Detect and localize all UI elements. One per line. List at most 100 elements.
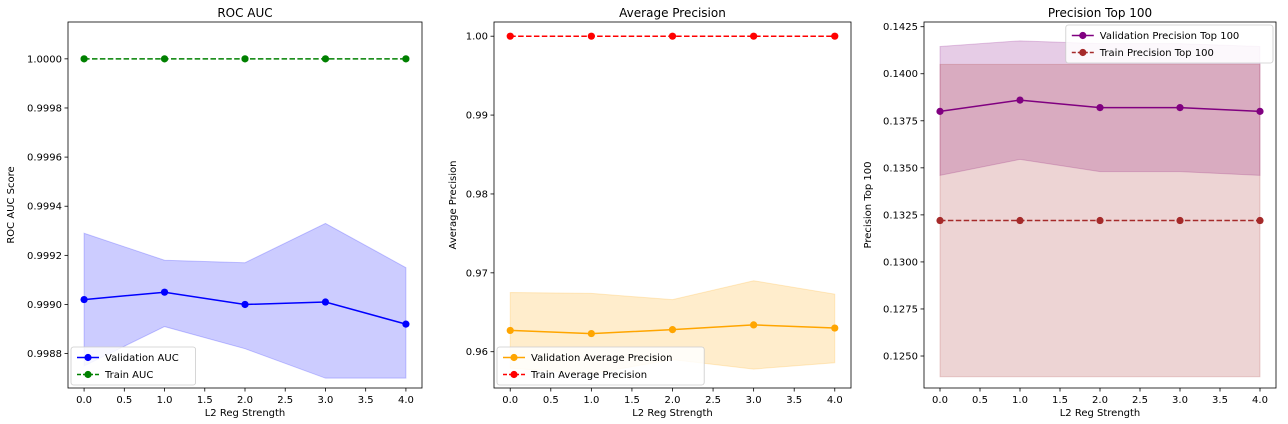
data-point xyxy=(831,324,839,332)
x-tick-label: 2.0 xyxy=(665,395,681,406)
x-tick-label: 3.5 xyxy=(1212,395,1228,406)
legend-box xyxy=(1065,24,1274,64)
x-tick-label: 4.0 xyxy=(1252,395,1268,406)
data-point xyxy=(80,55,88,63)
x-tick-label: 0.0 xyxy=(502,395,518,406)
confidence-band-1 xyxy=(83,222,407,379)
y-tick-label: 0.9994 xyxy=(27,202,62,213)
x-axis-label: L2 Reg Strength xyxy=(205,408,286,419)
x-tick-label: 3.0 xyxy=(746,395,762,406)
chart-panel-1: 0.0 0.5 1.0 1.5 2.0 2.5 3.0 3.5 4.0 0.9988 0.9990 0… xyxy=(6,6,423,419)
x-axis-label: L2 Reg Strength xyxy=(632,408,713,419)
data-point xyxy=(1096,216,1104,225)
y-axis-label: ROC AUC Score xyxy=(6,166,17,243)
y-tick-label: 0.9992 xyxy=(27,251,62,262)
legend-box xyxy=(70,346,196,386)
y-tick-label: 0.9990 xyxy=(27,300,62,311)
chart-title: Average Precision xyxy=(619,6,726,20)
y-tick-label: 0.1400 xyxy=(883,69,918,80)
data-point xyxy=(1016,216,1024,225)
x-tick-label: 2.5 xyxy=(1132,395,1148,406)
data-point xyxy=(936,107,944,115)
y-axis-label: Average Precision xyxy=(448,161,459,250)
data-point xyxy=(1176,104,1184,112)
data-point xyxy=(936,216,944,225)
y-tick-label: 0.9998 xyxy=(27,103,62,114)
data-point xyxy=(587,329,595,338)
y-tick-label: 0.1325 xyxy=(883,210,918,221)
data-point xyxy=(831,32,839,40)
y-tick-label: 0.1275 xyxy=(883,304,918,315)
data-point xyxy=(1256,216,1264,225)
x-tick-label: 1.0 xyxy=(157,395,173,406)
x-tick-label: 1.0 xyxy=(1012,395,1028,406)
data-point xyxy=(241,55,249,63)
y-tick-label: 0.1425 xyxy=(883,22,918,33)
legend-marker xyxy=(510,370,518,379)
data-point xyxy=(587,32,595,40)
y-tick-label: 0.96 xyxy=(466,347,488,358)
legend: Validation Average Precision Train Averag… xyxy=(496,346,705,386)
data-point xyxy=(80,295,88,304)
data-point xyxy=(160,55,169,63)
legend-marker xyxy=(1079,31,1087,40)
x-tick-label: 2.5 xyxy=(277,395,293,406)
x-tick-label: 2.0 xyxy=(237,395,253,406)
x-tick-label: 2.0 xyxy=(1092,395,1108,406)
y-tick-label: 0.1300 xyxy=(883,257,918,268)
data-point xyxy=(750,32,758,40)
x-tick-label: 3.0 xyxy=(1172,395,1188,406)
legend-box xyxy=(496,346,705,386)
y-tick-label: 0.1250 xyxy=(883,352,918,363)
y-tick-label: 0.99 xyxy=(466,111,488,122)
data-point xyxy=(668,32,677,40)
legend-label: Train Average Precision xyxy=(530,370,647,381)
legend-marker xyxy=(84,353,92,362)
x-tick-label: 0.5 xyxy=(543,395,559,406)
legend-marker xyxy=(510,353,518,362)
x-tick-label: 3.5 xyxy=(358,395,374,406)
data-point xyxy=(160,288,169,296)
data-point xyxy=(506,32,514,40)
legend-marker xyxy=(84,370,92,379)
chart-panel-3: 0.0 0.5 1.0 1.5 2.0 2.5 3.0 3.5 4.0 0.1250 0.1275 0… xyxy=(863,6,1277,419)
x-tick-label: 1.5 xyxy=(624,395,640,406)
legend-label: Train Precision Top 100 xyxy=(1099,48,1214,59)
data-point xyxy=(402,320,410,328)
legend-marker xyxy=(1079,48,1087,57)
x-tick-label: 0.0 xyxy=(932,395,948,406)
x-tick-label: 1.0 xyxy=(583,395,599,406)
data-point xyxy=(1256,107,1264,115)
data-point xyxy=(1016,96,1024,104)
data-point xyxy=(506,326,514,335)
x-tick-label: 0.0 xyxy=(76,395,92,406)
x-tick-label: 4.0 xyxy=(827,395,843,406)
data-point xyxy=(321,298,330,306)
y-tick-label: 1.00 xyxy=(466,32,488,43)
data-point xyxy=(402,55,410,63)
data-point xyxy=(1096,104,1104,112)
y-tick-label: 0.1375 xyxy=(883,116,918,127)
data-point xyxy=(750,321,758,329)
y-tick-label: 0.9996 xyxy=(27,153,62,164)
legend: Validation AUC Train AUC xyxy=(70,346,196,386)
legend-label: Validation Average Precision xyxy=(531,353,672,364)
x-tick-label: 0.5 xyxy=(972,395,988,406)
y-tick-label: 0.9988 xyxy=(27,349,62,360)
legend-label: Train AUC xyxy=(104,370,153,381)
data-point xyxy=(668,326,677,334)
data-point xyxy=(241,300,249,309)
legend-label: Validation Precision Top 100 xyxy=(1100,31,1240,42)
y-tick-label: 1.0000 xyxy=(27,54,62,65)
legend-label: Validation AUC xyxy=(105,353,179,364)
x-tick-label: 1.5 xyxy=(197,395,213,406)
x-tick-label: 3.0 xyxy=(318,395,334,406)
chart-title: Precision Top 100 xyxy=(1048,6,1152,20)
x-tick-label: 4.0 xyxy=(398,395,414,406)
legend: Validation Precision Top 100 Train Precis… xyxy=(1065,24,1274,64)
data-point xyxy=(1176,216,1184,225)
x-tick-label: 3.5 xyxy=(786,395,802,406)
chart-title: ROC AUC xyxy=(217,6,272,20)
y-tick-label: 0.1350 xyxy=(883,163,918,174)
